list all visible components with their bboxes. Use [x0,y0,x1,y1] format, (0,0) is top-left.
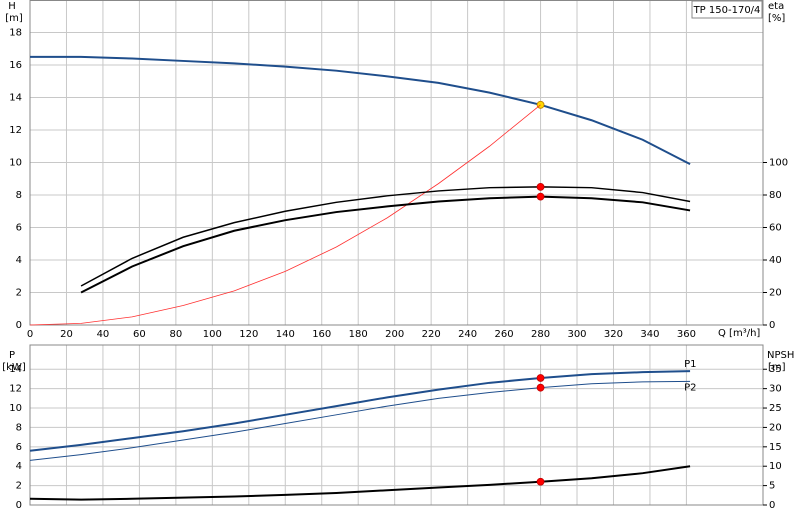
y2-axis-label: eta [768,1,784,12]
curve [29,465,691,501]
duty-point [536,477,545,486]
x-tick-label: 20 [60,329,73,340]
y2-axis-label: NPSH [767,350,794,361]
x-tick-label: 60 [133,329,146,340]
y2-tick-label: 20 [769,422,782,433]
y-axis-unit: [kW] [2,362,26,373]
y2-tick-label: 20 [769,288,782,299]
x-tick-label: 140 [276,329,295,340]
y2-tick-label: 35 [769,364,782,375]
duty-point [536,374,545,382]
duty-point [536,192,545,201]
y-tick-label: 18 [9,28,22,39]
y2-tick-label: 30 [769,384,782,395]
x-tick-label: 240 [458,329,477,340]
curve [29,370,691,452]
chart-title: TP 150-170/4 [693,5,761,16]
y2-axis-unit: [%] [768,13,785,24]
x-tick-label: 200 [385,329,404,340]
y2-tick-label: 10 [769,461,782,472]
curve [29,380,691,461]
y2-tick-label: 25 [769,403,782,414]
x-tick-label: 320 [604,329,623,340]
y2-tick-label: 5 [769,481,775,492]
duty-point [536,383,545,392]
y-tick-label: 6 [16,223,22,234]
curve [29,104,541,326]
y-axis-label: H [8,1,16,12]
y-tick-label: 16 [9,60,22,71]
y2-tick-label: 0 [769,500,775,511]
y2-tick-label: 40 [769,255,782,266]
x-tick-label: 100 [203,329,222,340]
x-tick-label: 280 [531,329,550,340]
y-tick-label: 8 [16,190,22,201]
y-tick-label: 8 [16,422,22,433]
duty-point [536,182,545,191]
y-tick-label: 10 [9,403,22,414]
y-tick-label: 10 [9,158,22,169]
x-tick-label: 0 [27,329,33,340]
y2-axis-unit: [m] [768,362,786,373]
x-tick-label: 340 [640,329,659,340]
x-tick-label: 160 [312,329,331,340]
x-tick-label: 300 [567,329,586,340]
y2-tick-label: 80 [769,190,782,201]
y-tick-label: 0 [16,320,22,331]
y-tick-label: 14 [9,364,22,375]
y2-tick-label: 60 [769,223,782,234]
y-tick-label: 12 [9,125,22,136]
y2-tick-label: 100 [769,158,788,169]
x-tick-label: 120 [239,329,258,340]
bottom-frame [29,344,764,506]
curve [80,186,691,287]
y-tick-label: 6 [16,442,22,453]
series-label: P2 [684,382,696,393]
y2-tick-label: 0 [769,320,775,331]
x-tick-label: 80 [170,329,183,340]
curve [30,55,691,166]
y-tick-label: 4 [16,255,22,266]
y-tick-label: 0 [16,500,22,511]
y-tick-label: 2 [16,481,22,492]
x-axis-label: Q [m³/h] [718,328,760,339]
y-tick-label: 4 [16,461,22,472]
y-tick-label: 14 [9,93,22,104]
x-tick-label: 220 [422,329,441,340]
y-axis-label: P [9,350,15,361]
series-label: P1 [684,359,696,370]
curve [80,195,691,294]
x-tick-label: 260 [495,329,514,340]
y-axis-unit: [m] [5,13,23,24]
x-tick-label: 40 [97,329,110,340]
y-tick-label: 2 [16,288,22,299]
x-tick-label: 360 [677,329,696,340]
x-tick-label: 180 [349,329,368,340]
y2-tick-label: 15 [769,442,782,453]
title-box [691,0,763,19]
y-tick-label: 12 [9,384,22,395]
